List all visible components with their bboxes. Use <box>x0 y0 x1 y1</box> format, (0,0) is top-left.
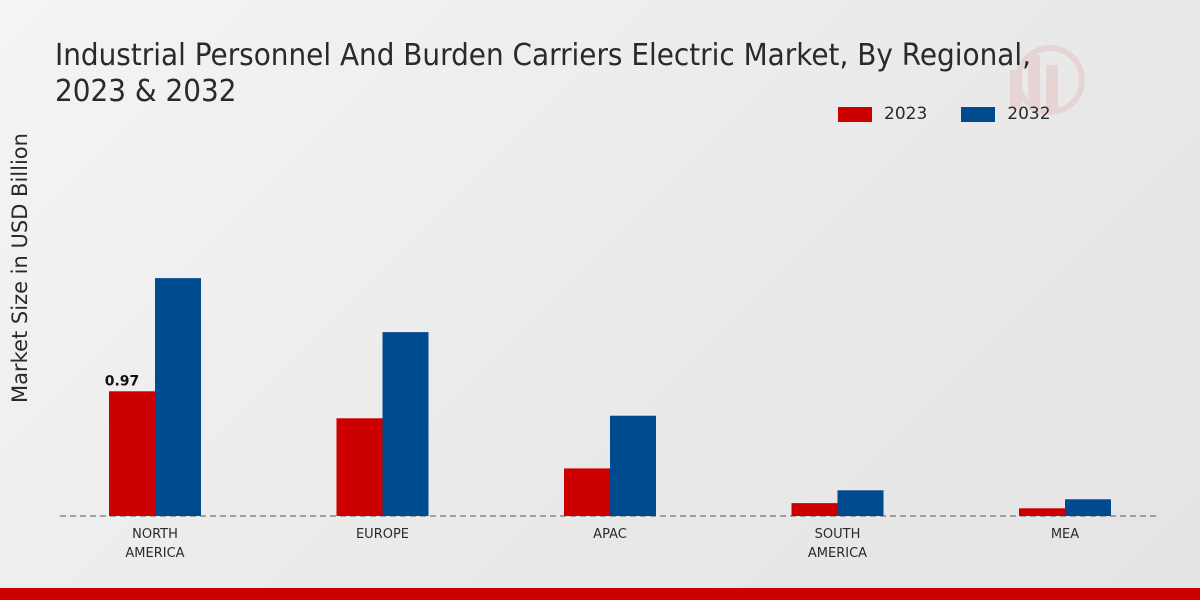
legend-label-2023: 2023 <box>884 104 928 124</box>
legend-label-2032: 2032 <box>1007 104 1051 124</box>
bar-2023-apac <box>564 468 610 516</box>
bar-2023-europe <box>336 418 383 516</box>
footer-bar <box>0 588 1200 600</box>
bar-2032-south-america <box>837 490 884 516</box>
x-tick-label: APAC <box>593 527 627 542</box>
chart-title: Industrial Personnel And Burden Carriers… <box>55 38 1031 109</box>
bar-2032-europe <box>382 332 429 516</box>
x-tick-label: NORTH AMERICA <box>125 527 184 561</box>
bar-2032-north-america <box>155 278 201 516</box>
x-tick-label: SOUTH AMERICA <box>808 527 867 561</box>
bar-2032-mea <box>1065 499 1111 516</box>
bar-2023-mea <box>1019 508 1065 516</box>
legend-swatch-2032 <box>961 106 996 122</box>
legend-item-2023: 2023 <box>838 104 927 124</box>
bar-2032-apac <box>610 415 656 516</box>
x-tick-label: MEA <box>1051 527 1079 542</box>
data-label: 0.97 <box>105 373 140 389</box>
logo-watermark-icon <box>1010 45 1085 115</box>
legend: 2023 2032 <box>838 104 1085 124</box>
bar-2023-south-america <box>791 503 838 516</box>
bar-2023-north-america <box>109 391 155 516</box>
legend-item-2032: 2032 <box>961 104 1051 124</box>
legend-swatch-2023 <box>838 106 872 122</box>
x-tick-label: EUROPE <box>356 527 409 542</box>
